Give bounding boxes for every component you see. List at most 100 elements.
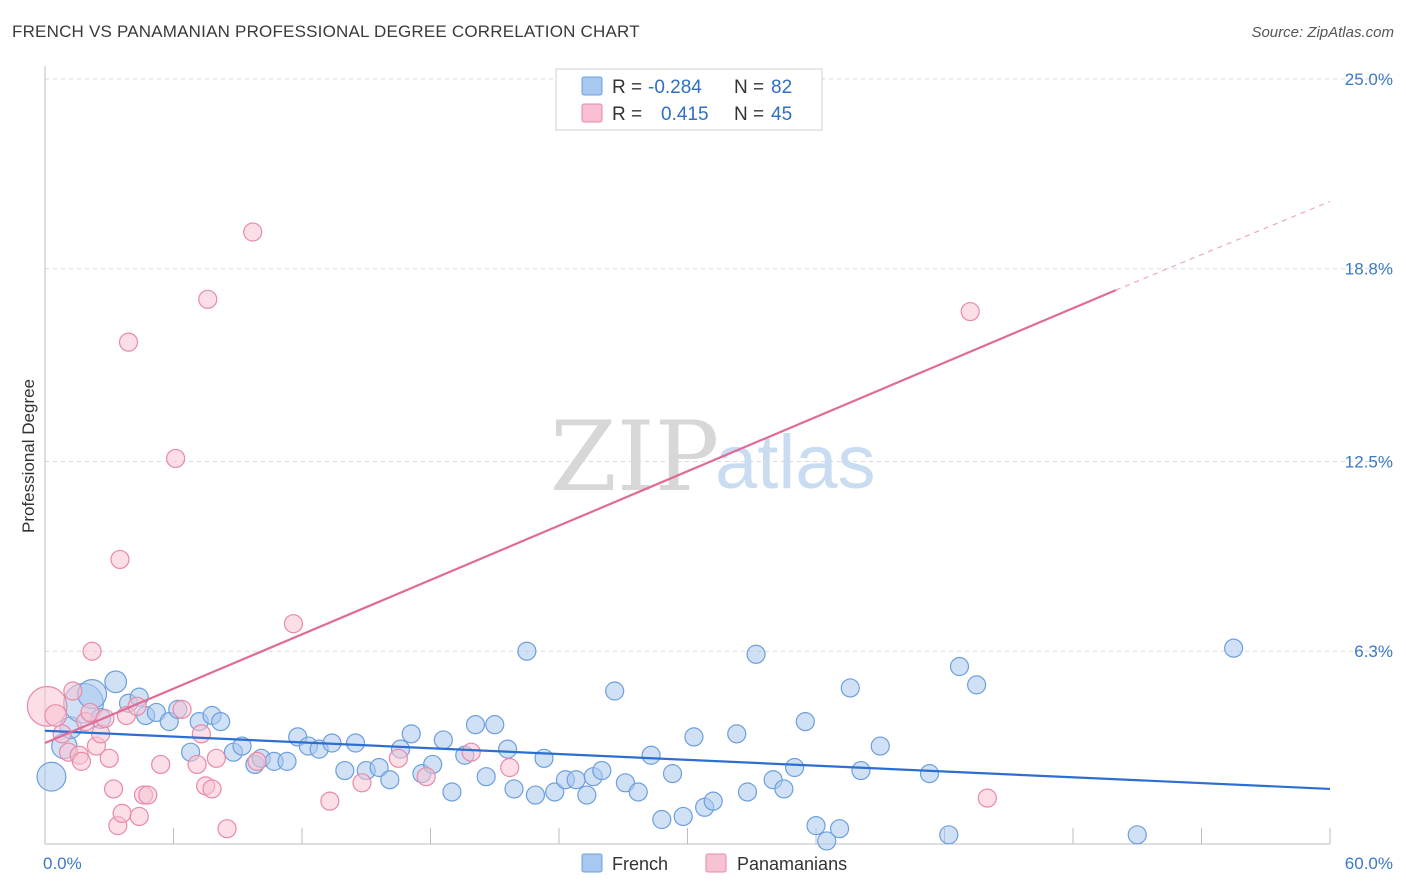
legend-swatch-french (581, 76, 603, 96)
panamanian-point (118, 332, 139, 352)
panamanian-point (129, 806, 149, 827)
french-point (566, 770, 586, 790)
french-point (36, 761, 67, 792)
french-point (605, 681, 625, 701)
panamanian-point (352, 773, 372, 793)
panamanian-point (112, 803, 132, 824)
legend-r-label-panamanians: R = (612, 104, 642, 125)
source-label: Source: ZipAtlas.com (1251, 24, 1394, 41)
panamanian-point (198, 289, 218, 309)
y-tick-label: 6.3% (1354, 642, 1393, 661)
y-tick-label: 12.5% (1345, 453, 1393, 472)
panamanian-point (283, 614, 304, 634)
french-point (577, 785, 597, 805)
french-point (684, 727, 704, 747)
french-point (949, 656, 970, 677)
french-point (746, 644, 766, 664)
panamanian-trend-extension (1115, 200, 1331, 291)
french-point (784, 757, 805, 778)
panamanian-point (99, 748, 119, 768)
panamanian-point (977, 788, 997, 808)
panamanian-point (416, 767, 436, 787)
chart-title: FRENCH VS PANAMANIAN PROFESSIONAL DEGREE… (12, 22, 640, 41)
panamanian-point (191, 724, 211, 744)
french-point (504, 779, 524, 799)
french-point (433, 730, 453, 750)
french-point (939, 825, 959, 845)
panamanian-point (138, 785, 158, 805)
watermark-atlas: atlas (715, 420, 876, 505)
french-point (737, 782, 758, 802)
legend-swatch-panamanians (581, 103, 603, 123)
french-point (476, 767, 496, 787)
french-point (851, 760, 871, 781)
legend-n-label-french: N = (734, 77, 764, 98)
y-axis-label: Professional Degree (19, 379, 38, 533)
french-point (345, 733, 366, 753)
grid-lines (45, 78, 1390, 652)
french-point (442, 782, 462, 802)
bottom-legend-swatch-panamanians (705, 853, 727, 873)
panamanian-point (151, 754, 171, 775)
panamanian-point (71, 751, 92, 771)
watermark-zip: ZIP (550, 401, 719, 513)
panamanian-point (44, 704, 68, 727)
x-tick-label: 60.0% (1345, 854, 1393, 873)
x-tick-label: 0.0% (43, 854, 82, 873)
legend-r-value-french: -0.284 (648, 77, 702, 98)
french-point (525, 785, 546, 805)
legend-n-value-french: 82 (771, 77, 792, 98)
french-point (592, 760, 612, 781)
legend-r-value-panamanians: 0.415 (661, 104, 709, 125)
panamanian-trend-line (44, 289, 1117, 745)
french-point (277, 751, 297, 771)
panamanian-point (63, 681, 83, 701)
french-point (840, 678, 860, 698)
french-point (774, 779, 794, 799)
legend: R = -0.284 N = 82 R = 0.415 N = 45 (555, 68, 823, 131)
panamanian-point (247, 751, 267, 771)
french-point (919, 764, 940, 784)
y-tick-label: 25.0% (1345, 70, 1393, 89)
french-point (641, 745, 661, 765)
x-tick-labels: 0.0% 60.0% (43, 854, 1393, 873)
panamanian-point (166, 448, 186, 469)
panamanian-point (500, 757, 520, 778)
french-point (673, 806, 693, 827)
bottom-legend: French Panamanians (581, 853, 847, 874)
bottom-legend-french: French (612, 854, 668, 874)
french-point (380, 770, 400, 790)
trend-lines (44, 200, 1331, 791)
french-point (967, 675, 987, 695)
panamanian-point (960, 301, 980, 322)
legend-r-label-french: R = (612, 77, 642, 98)
french-point (485, 715, 505, 735)
french-point (104, 670, 128, 694)
panamanian-point (243, 222, 263, 242)
panamanian-point (461, 742, 481, 762)
panamanian-point (82, 641, 102, 661)
french-point (369, 757, 389, 778)
panamanian-point (206, 748, 226, 768)
panamanian-point (217, 819, 237, 839)
bottom-legend-swatch-french (581, 853, 603, 873)
french-point (817, 831, 837, 851)
panamanian-point (388, 748, 408, 768)
french-point (517, 641, 537, 661)
french-point (662, 764, 683, 784)
panamanian-point (320, 791, 340, 811)
french-point (498, 739, 518, 759)
panamanian-point (110, 549, 130, 570)
french-point (829, 819, 850, 839)
french-point (795, 711, 815, 732)
legend-n-label-panamanians: N = (734, 104, 764, 125)
panamanian-point (202, 779, 222, 799)
legend-n-value-panamanians: 45 (771, 104, 792, 125)
bottom-legend-panamanians: Panamanians (737, 854, 847, 874)
french-point (727, 724, 747, 744)
french-point (652, 809, 672, 830)
panamanian-point (172, 699, 192, 719)
french-point (1127, 825, 1147, 845)
french-point (401, 724, 421, 744)
